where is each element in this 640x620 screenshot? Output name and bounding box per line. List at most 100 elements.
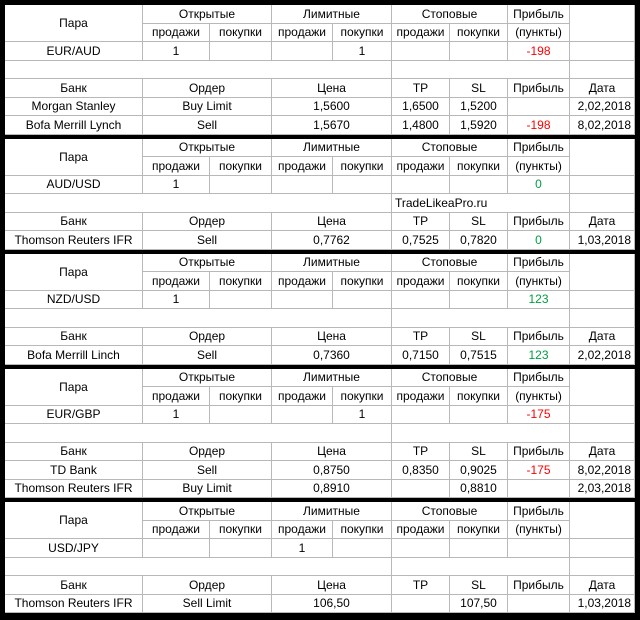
tp-header: TP <box>392 576 450 595</box>
profit-cell: 123 <box>508 290 570 309</box>
sl-header: SL <box>450 212 508 231</box>
price: 1,5600 <box>272 97 392 116</box>
sub-header: покупки <box>333 272 392 291</box>
profit-cell: -175 <box>508 461 570 480</box>
pair-label: Пара <box>5 502 143 539</box>
blank-cell <box>570 5 635 42</box>
sl: 0,8810 <box>450 479 508 498</box>
order-type: Sell <box>143 461 272 480</box>
bank-name: Morgan Stanley <box>5 97 143 116</box>
order-count <box>450 405 508 424</box>
pair-label: Пара <box>5 5 143 42</box>
sub-header: покупки <box>210 387 272 406</box>
sl: 1,5200 <box>450 97 508 116</box>
order-count <box>143 539 210 558</box>
profit-header: Прибыль <box>508 576 570 595</box>
profit-header: Прибыль <box>508 212 570 231</box>
pair-label: Пара <box>5 253 143 291</box>
order-count <box>392 290 450 309</box>
bank-name: Bofa Merrill Lynch <box>5 116 143 135</box>
profit-header: Прибыль <box>508 253 570 272</box>
group-header: Стоповые <box>392 138 508 157</box>
blank-cell <box>570 557 635 576</box>
sub-header: продажи <box>392 272 450 291</box>
blank-cell <box>392 60 570 79</box>
date: 2,02,2018 <box>570 97 635 116</box>
order-type: Sell <box>143 116 272 135</box>
price: 0,7762 <box>272 231 392 250</box>
order-count: 1 <box>143 175 210 194</box>
date: 2,02,2018 <box>570 346 635 365</box>
sub-header: продажи <box>272 272 333 291</box>
order-count: 1 <box>143 42 210 61</box>
order-count: 1 <box>333 42 392 61</box>
pair-name: USD/JPY <box>5 539 143 558</box>
blank-cell <box>5 557 392 576</box>
order-type: Sell <box>143 231 272 250</box>
date: 8,02,2018 <box>570 116 635 135</box>
bank-header: Банк <box>5 442 143 461</box>
blank-cell <box>570 309 635 328</box>
order-count <box>392 175 450 194</box>
group-header: Открытые <box>143 253 272 272</box>
profit-cell: -198 <box>508 116 570 135</box>
blank-cell <box>5 60 392 79</box>
bank-header: Банк <box>5 212 143 231</box>
blank-cell <box>570 405 635 424</box>
order-count <box>392 42 450 61</box>
profit-header: Прибыль <box>508 5 570 24</box>
profit-cell: 0 <box>508 175 570 194</box>
blank-cell <box>5 194 392 213</box>
price-header: Цена <box>272 212 392 231</box>
blank-cell <box>570 175 635 194</box>
sub-header: продажи <box>143 520 210 539</box>
sub-header: покупки <box>210 272 272 291</box>
sub-header: покупки <box>450 520 508 539</box>
pair-name: EUR/GBP <box>5 405 143 424</box>
order-count <box>450 175 508 194</box>
points-header: (пункты) <box>508 157 570 176</box>
blank-cell <box>570 253 635 291</box>
sub-header: покупки <box>333 157 392 176</box>
sl-header: SL <box>450 442 508 461</box>
profit-cell: -198 <box>508 42 570 61</box>
group-header: Открытые <box>143 502 272 521</box>
tp: 0,8350 <box>392 461 450 480</box>
bank-header: Банк <box>5 79 143 98</box>
blank-cell <box>570 368 635 406</box>
group-header: Открытые <box>143 5 272 24</box>
blank-cell <box>570 138 635 176</box>
blank-cell <box>570 194 635 213</box>
sub-header: покупки <box>210 23 272 42</box>
price-header: Цена <box>272 79 392 98</box>
sub-header: покупки <box>210 520 272 539</box>
order-count: 1 <box>143 290 210 309</box>
blank-cell <box>570 539 635 558</box>
order-count: 1 <box>333 405 392 424</box>
bank-name: Thomson Reuters IFR <box>5 479 143 498</box>
profit-cell <box>508 479 570 498</box>
watermark: TradeLikeaPro.ru <box>392 194 570 213</box>
group-header: Лимитные <box>272 253 392 272</box>
order-count <box>333 539 392 558</box>
tp: 1,4800 <box>392 116 450 135</box>
sub-header: продажи <box>392 157 450 176</box>
date-header: Дата <box>570 212 635 231</box>
sub-header: покупки <box>333 23 392 42</box>
sub-header: продажи <box>143 272 210 291</box>
order-header: Ордер <box>143 327 272 346</box>
profit-cell <box>508 594 570 613</box>
order-header: Ордер <box>143 212 272 231</box>
profit-header: Прибыль <box>508 138 570 157</box>
blank-cell <box>570 60 635 79</box>
tp: 1,6500 <box>392 97 450 116</box>
sub-header: продажи <box>272 157 333 176</box>
group-header: Лимитные <box>272 368 392 387</box>
order-count <box>450 539 508 558</box>
order-type: Sell <box>143 346 272 365</box>
order-count <box>333 175 392 194</box>
order-count <box>210 175 272 194</box>
sub-header: покупки <box>450 272 508 291</box>
group-header: Открытые <box>143 368 272 387</box>
price: 0,8750 <box>272 461 392 480</box>
